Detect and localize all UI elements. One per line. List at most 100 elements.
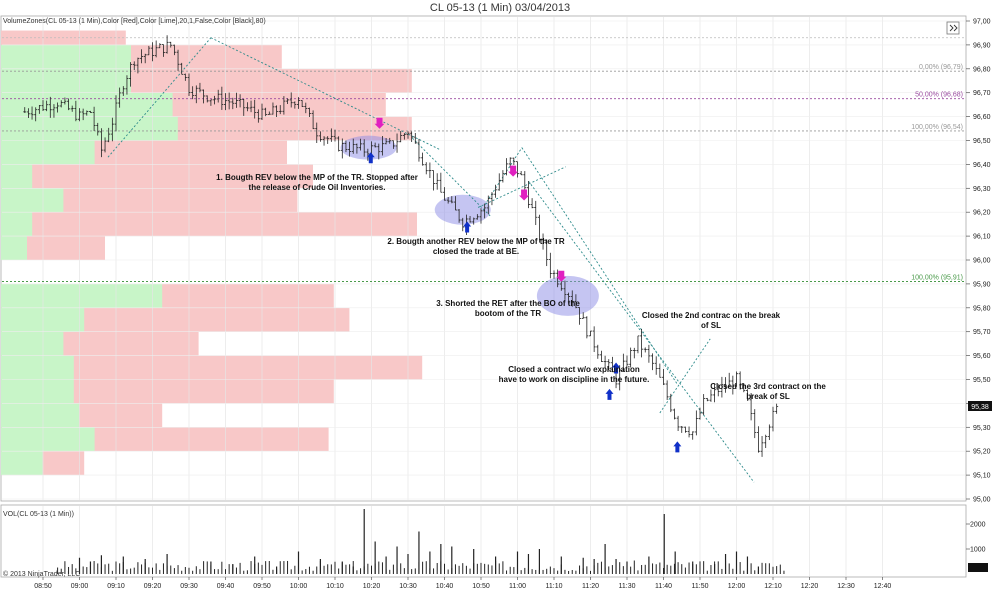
annotation-line: 1. Bougth REV below the MP of the TR. St…	[216, 173, 418, 182]
annotation-line: Closed a contract w/o explaination	[508, 365, 640, 374]
time-tick-label: 08:50	[34, 583, 52, 590]
price-tick-label: 96,90	[973, 42, 991, 49]
price-tick-label: 95,90	[973, 281, 991, 288]
time-tick-label: 10:10	[326, 583, 344, 590]
annotation-line: the release of Crude Oil Inventories.	[249, 183, 386, 192]
price-tick-label: 96,20	[973, 210, 991, 217]
price-tick-label: 96,40	[973, 162, 991, 169]
price-tick-label: 96,50	[973, 138, 991, 145]
copyright-text: © 2013 NinjaTrader, LLC	[3, 570, 80, 578]
sell-arrow	[508, 165, 519, 177]
buy-arrow	[673, 441, 682, 453]
sell-arrow	[556, 270, 567, 282]
annotation-text: 1. Bougth REV below the MP of the TR. St…	[216, 173, 418, 192]
last-price-badge	[968, 401, 992, 411]
sell-zone	[1, 188, 298, 213]
buy-zone	[1, 164, 33, 189]
sell-arrow	[519, 189, 530, 201]
volume-bars	[57, 509, 785, 574]
time-tick-label: 09:40	[217, 583, 235, 590]
time-tick-label: 09:20	[144, 583, 162, 590]
trade-annotations: 1. Bougth REV below the MP of the TR. St…	[216, 173, 826, 401]
time-tick-label: 09:30	[180, 583, 198, 590]
price-tick-label: 95,70	[973, 329, 991, 336]
time-tick-label: 10:30	[399, 583, 417, 590]
buy-arrow	[612, 362, 621, 374]
volume-tick-label: 2000	[970, 522, 986, 529]
buy-zone	[1, 427, 95, 452]
buy-zone	[1, 236, 27, 260]
annotation-text: 3. Shorted the RET after the BO of the bo…	[436, 299, 580, 318]
sell-zone	[1, 164, 313, 189]
time-tick-label: 10:20	[363, 583, 381, 590]
annotation-text: Closed a contract w/o explaination have t…	[499, 365, 650, 384]
annotation-text: Closed the 3rd contract on the break of S…	[710, 382, 826, 401]
buy-zone	[1, 44, 131, 69]
annotation-text: Closed the 2nd contrac on the break of SL	[642, 311, 781, 330]
annotation-line: 3. Shorted the RET after the BO of the	[436, 299, 580, 308]
annotation-line: 2. Bougth another REV below the MP of th…	[387, 237, 564, 246]
time-tick-label: 10:40	[436, 583, 454, 590]
buy-zone	[1, 68, 131, 93]
price-tick-label: 95,80	[973, 305, 991, 312]
buy-zone	[1, 331, 64, 356]
price-tick-label: 96,30	[973, 186, 991, 193]
time-tick-label: 12:40	[874, 583, 892, 590]
fib-levels: 0,00% (96,79) 50,00% (96,68) 100,00% (96,5…	[2, 37, 965, 282]
volume-tick-label: 1000	[970, 547, 986, 554]
annotation-line: bootom of the TR	[475, 309, 541, 318]
sell-arrow	[374, 117, 385, 129]
annotation-line: Closed the 2nd contrac on the break	[642, 311, 781, 320]
time-tick-label: 11:10	[546, 583, 563, 590]
annotation-line: Closed the 3rd contract on the	[710, 382, 826, 391]
time-tick-label: 11:00	[509, 583, 526, 590]
sell-zone	[1, 355, 423, 380]
price-tick-label: 95,60	[973, 353, 991, 360]
price-tick-label: 95,00	[973, 497, 991, 504]
price-tick-label: 95,20	[973, 449, 991, 456]
time-tick-label: 09:00	[71, 583, 89, 590]
buy-arrow	[463, 221, 472, 233]
price-tick-label: 96,10	[973, 234, 991, 241]
price-tick-label: 95,50	[973, 377, 991, 384]
time-axis: 08:50 09:00 09:10 09:20 09:30 09:40 09:50 10:00…	[34, 577, 891, 590]
annotation-line: have to work on discipline in the future…	[499, 375, 650, 384]
price-tick-label: 96,00	[973, 258, 991, 265]
volume-zones	[1, 30, 423, 476]
sell-zone	[1, 379, 334, 404]
buy-zone	[1, 355, 74, 380]
fib-label: 100,00% (95,91)	[911, 275, 963, 282]
buy-zone	[1, 116, 178, 141]
sell-zone	[1, 212, 417, 237]
trend-line	[659, 338, 711, 414]
price-tick-label: 96,60	[973, 114, 991, 121]
current-volume-badge	[968, 563, 988, 572]
buy-zone	[1, 403, 79, 428]
fib-label: 100,00% (96,54)	[911, 124, 963, 131]
trade-ellipse	[536, 275, 599, 316]
fib-label: 50,00% (96,68)	[915, 92, 963, 99]
grid-lines	[2, 17, 965, 576]
collapse-panel-icon[interactable]	[946, 21, 960, 35]
trade-ellipse	[434, 194, 491, 225]
buy-zone	[1, 379, 74, 404]
price-bars	[23, 35, 779, 457]
buy-arrow	[366, 152, 375, 164]
annotation-line: break of SL	[746, 392, 790, 401]
annotation-line: closed the trade at BE.	[433, 247, 519, 256]
trend-line	[210, 37, 442, 151]
buy-arrow	[605, 388, 614, 400]
trend-line	[477, 166, 566, 208]
fib-label: 0,00% (96,79)	[919, 64, 963, 71]
time-tick-label: 11:50	[692, 583, 709, 590]
buy-zone	[1, 307, 85, 332]
time-tick-label: 11:30	[619, 583, 636, 590]
time-tick-label: 11:40	[655, 583, 672, 590]
annotation-line: of SL	[701, 321, 721, 330]
volume-panel-frame	[0, 504, 967, 578]
time-tick-label: 10:50	[472, 583, 490, 590]
time-tick-label: 09:10	[107, 583, 125, 590]
volume-label: VOL(CL 05-13 (1 Min))	[3, 511, 74, 518]
last-price-value: 95,38	[971, 404, 989, 411]
